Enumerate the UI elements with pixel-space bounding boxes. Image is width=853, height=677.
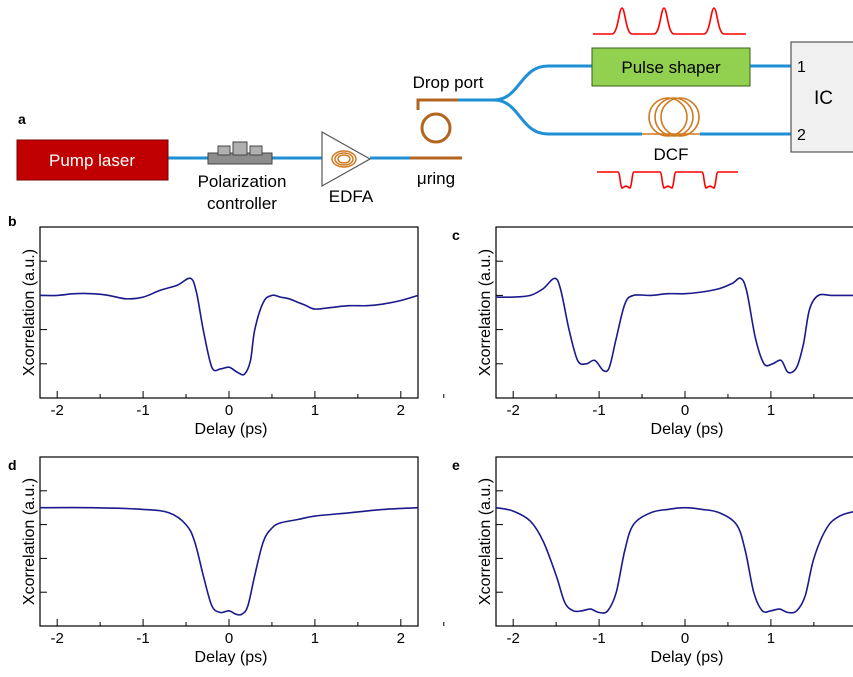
x-axis-label: Delay (ps) bbox=[195, 421, 268, 438]
pulse-shaper-label: Pulse shaper bbox=[621, 58, 721, 77]
pulse-train-shaped bbox=[593, 7, 746, 35]
y-axis-label: Xcorrelation (a.u.) bbox=[477, 478, 494, 605]
xcorrelation-trace bbox=[40, 277, 418, 376]
x-tick-label: -2 bbox=[507, 630, 520, 647]
x-tick-label: -2 bbox=[51, 630, 64, 647]
pc-paddle bbox=[217, 145, 231, 156]
edfa-label: EDFA bbox=[329, 187, 374, 206]
pc-paddle bbox=[249, 145, 263, 156]
plot-frame bbox=[495, 456, 853, 627]
polarization-controller-icon bbox=[207, 141, 273, 165]
dcf-fiber-spool-icon bbox=[642, 97, 700, 137]
ring-label: μring bbox=[417, 169, 455, 188]
ic-label: IC bbox=[814, 88, 833, 109]
edfa-amplifier-icon bbox=[321, 130, 372, 188]
panel-label-e: e bbox=[452, 457, 460, 473]
plot-frame bbox=[39, 456, 419, 627]
x-tick-label: -2 bbox=[507, 402, 520, 419]
panel-label-a: a bbox=[18, 111, 26, 127]
plot-panel-d: d -2 -1 0 1 2 Delay (ps) Xcorrelation (a.u.) bbox=[8, 456, 445, 666]
drop-port-label: Drop port bbox=[413, 73, 484, 92]
microring-icon bbox=[410, 98, 462, 160]
x-tick-label: 2 bbox=[397, 630, 405, 647]
pc-paddle bbox=[232, 141, 248, 156]
pump-laser-label: Pump laser bbox=[49, 151, 135, 170]
xcorrelation-trace bbox=[496, 277, 853, 374]
x-tick-label: 0 bbox=[681, 402, 689, 419]
xcorrelation-trace bbox=[40, 506, 418, 616]
y-axis-label: Xcorrelation (a.u.) bbox=[477, 249, 494, 376]
x-axis-label: Delay (ps) bbox=[195, 649, 268, 666]
y-axis-label: Xcorrelation (a.u.) bbox=[21, 478, 38, 605]
x-tick-label: 0 bbox=[681, 630, 689, 647]
ring-drop-waveguide bbox=[416, 98, 458, 110]
ic-port-2-label: 2 bbox=[797, 127, 806, 144]
x-tick-label: 1 bbox=[311, 630, 319, 647]
x-tick-label: 1 bbox=[311, 402, 319, 419]
x-tick-label: -1 bbox=[136, 630, 149, 647]
schematic-panel: a Pump laser Polarization controller bbox=[16, 7, 853, 213]
x-tick-label: -2 bbox=[51, 402, 64, 419]
x-tick-label: -1 bbox=[592, 630, 605, 647]
panel-label-c: c bbox=[452, 227, 460, 243]
ring-resonator bbox=[420, 112, 452, 144]
pump-laser-box bbox=[16, 139, 169, 181]
x-tick-label: 2 bbox=[397, 402, 405, 419]
edfa-coil bbox=[331, 150, 357, 168]
pulse-shaper-box bbox=[591, 47, 751, 87]
polarization-controller-label-line1: Polarization bbox=[198, 172, 287, 191]
fiber-lines bbox=[168, 64, 791, 160]
y-axis-label: Xcorrelation (a.u.) bbox=[21, 249, 38, 376]
x-tick-label: -1 bbox=[136, 402, 149, 419]
edfa-triangle bbox=[321, 130, 372, 188]
x-axis-label: Delay (ps) bbox=[651, 421, 724, 438]
x-tick-label: -1 bbox=[592, 402, 605, 419]
polarization-controller-label-line2: controller bbox=[207, 194, 277, 213]
plot-frame bbox=[495, 226, 853, 399]
ic-chip-box bbox=[790, 41, 853, 153]
xcorrelation-trace bbox=[496, 506, 853, 614]
x-tick-label: 1 bbox=[767, 630, 775, 647]
x-tick-label: 0 bbox=[225, 402, 233, 419]
dcf-label: DCF bbox=[654, 145, 689, 164]
x-tick-label: 0 bbox=[225, 630, 233, 647]
plot-panel-b: b -2 -1 0 1 2 Delay (ps) Xcorrelation (a.u.) bbox=[8, 213, 445, 438]
fiber-lower-branch bbox=[493, 98, 642, 136]
plot-frame bbox=[39, 226, 419, 399]
ic-port-1-label: 1 bbox=[797, 59, 806, 76]
panel-label-b: b bbox=[8, 213, 17, 229]
panel-label-d: d bbox=[8, 457, 17, 473]
pulse-train-dispersed bbox=[597, 171, 738, 189]
x-tick-label: 1 bbox=[767, 402, 775, 419]
x-axis-label: Delay (ps) bbox=[651, 649, 724, 666]
